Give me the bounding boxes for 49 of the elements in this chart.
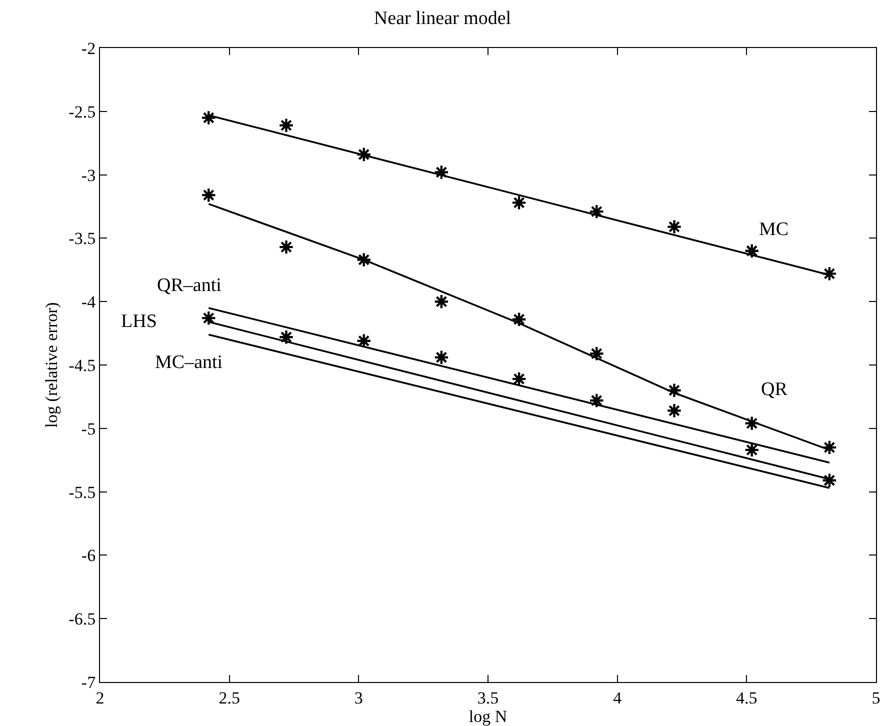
y-tick-label: -6.5 <box>68 610 96 629</box>
point <box>744 243 760 259</box>
y-tick-label: -4.5 <box>68 356 96 375</box>
point <box>200 110 216 126</box>
point <box>434 294 450 310</box>
point <box>356 252 372 268</box>
point <box>744 442 760 458</box>
y-tick-label: -5.5 <box>68 482 96 502</box>
point <box>588 204 604 220</box>
y-tick-label: -2 <box>81 38 96 58</box>
chart-title: Near linear model <box>374 8 512 30</box>
point <box>278 239 294 255</box>
y-axis-title: log (relative error) <box>42 302 62 428</box>
point <box>356 146 372 162</box>
x-tick-label: 2 <box>96 688 104 708</box>
series-label: QR–anti <box>157 275 222 296</box>
series-label: QR <box>761 379 788 400</box>
point <box>666 219 682 234</box>
point <box>278 118 294 134</box>
y-tick-label: -4 <box>81 292 96 312</box>
point <box>434 164 450 180</box>
x-tick-label: 2.5 <box>218 688 240 708</box>
y-tick-label: -7 <box>81 672 96 692</box>
point <box>744 416 760 432</box>
y-tick-label: -6 <box>81 546 96 566</box>
y-tick-label: -3 <box>81 166 96 185</box>
point <box>588 392 604 408</box>
point <box>666 382 682 398</box>
text: LHS <box>121 311 157 332</box>
point <box>434 350 450 366</box>
x-axis-title: log N <box>468 707 508 726</box>
x-tick-label: 4.5 <box>736 688 758 708</box>
point <box>822 266 838 282</box>
x-tick-label: 4 <box>613 688 622 708</box>
point <box>511 195 527 210</box>
y-tick-label: -2.5 <box>68 102 96 122</box>
point <box>588 346 604 362</box>
series-label: MC–anti <box>155 352 223 373</box>
y-tick-label: -5 <box>81 419 96 438</box>
x-tick-label: 3 <box>354 688 363 708</box>
y-tick-label: -3.5 <box>68 229 96 248</box>
point <box>356 333 372 349</box>
x-tick-label: 3.5 <box>477 688 499 708</box>
point <box>278 329 294 345</box>
point <box>511 312 527 328</box>
point <box>666 402 682 418</box>
point <box>511 371 527 387</box>
x-tick-label: 5 <box>872 688 880 708</box>
series-label: MC <box>759 219 789 240</box>
